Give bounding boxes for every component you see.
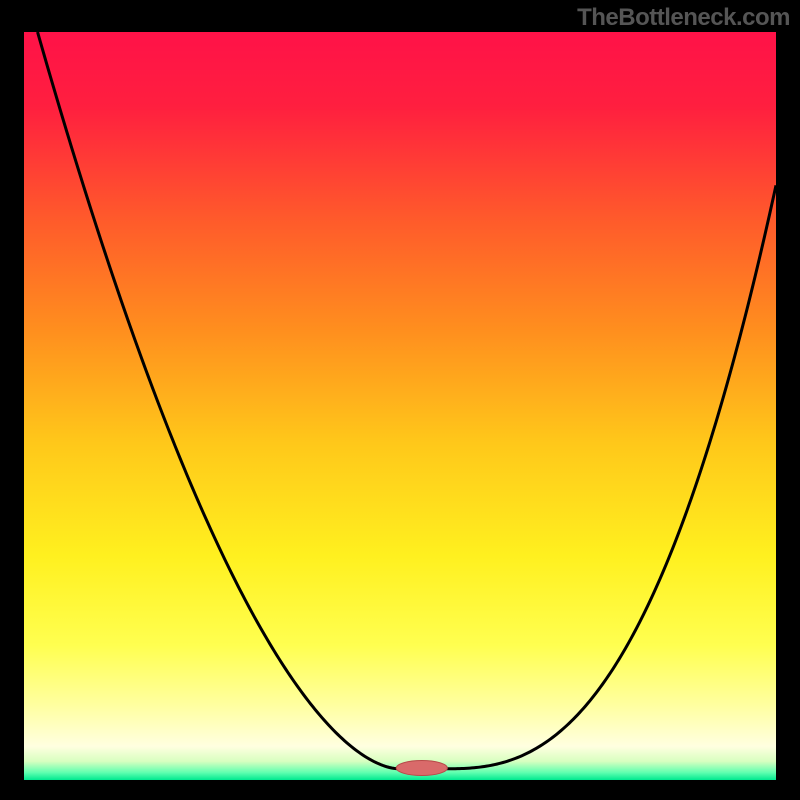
bottleneck-marker [396, 761, 447, 776]
plot-gradient-background [24, 32, 776, 780]
watermark-text: TheBottleneck.com [577, 4, 790, 32]
chart-container: TheBottleneck.com [0, 0, 800, 800]
bottleneck-chart [0, 0, 800, 800]
